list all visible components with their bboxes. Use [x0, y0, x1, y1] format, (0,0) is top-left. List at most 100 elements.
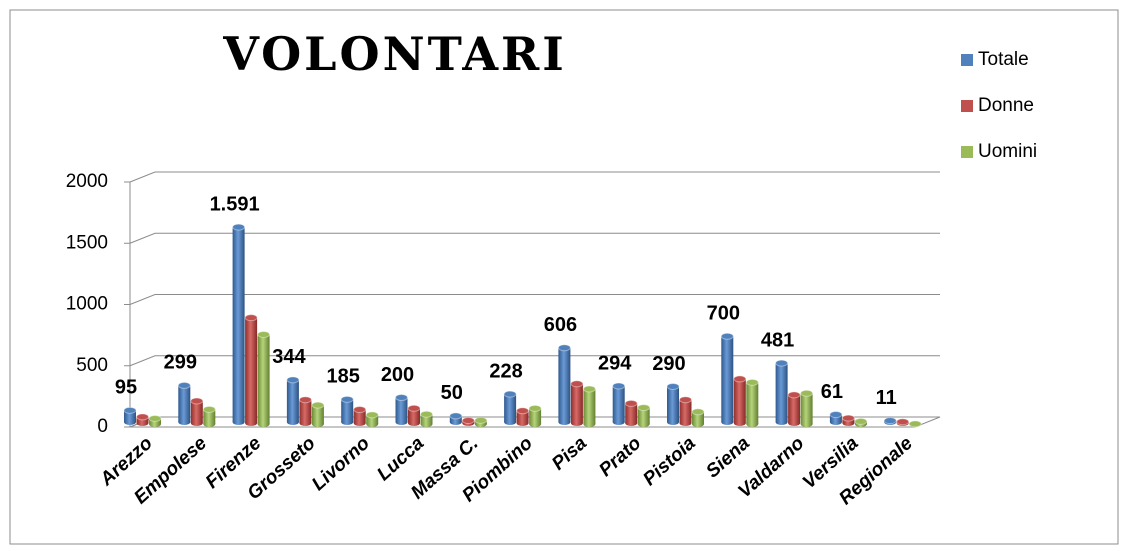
bar-bottom: [420, 421, 433, 427]
bar-top: [516, 407, 530, 415]
legend-swatch: [961, 146, 973, 158]
bar: [679, 399, 692, 423]
bar-top: [461, 417, 475, 425]
legend-label: Uomini: [978, 141, 1037, 162]
bar-top: [570, 380, 584, 388]
bar-bottom: [842, 420, 855, 426]
bar-bottom: [245, 420, 258, 426]
bar-top: [311, 401, 325, 409]
bar: [136, 416, 149, 423]
bar-bottom: [124, 419, 136, 425]
bar-top: [691, 408, 705, 416]
data-label: 228: [489, 360, 522, 382]
bar-top: [908, 420, 922, 428]
bar-top: [474, 416, 488, 424]
bar: [245, 317, 258, 423]
bar-top: [883, 417, 897, 425]
bar: [775, 363, 788, 422]
bar: [286, 379, 299, 422]
grid-line: [129, 171, 940, 183]
bar: [504, 394, 517, 422]
bar-bottom: [746, 421, 759, 427]
bar: [366, 414, 379, 424]
data-label: 481: [761, 329, 794, 351]
bar-bottom: [341, 419, 354, 425]
bar-top: [232, 223, 246, 231]
bar: [232, 227, 245, 422]
bar-top: [190, 397, 204, 405]
bar-bottom: [529, 421, 542, 427]
bar: [570, 383, 583, 423]
grid-line: [129, 294, 940, 305]
legend-swatch: [961, 100, 973, 112]
bar: [612, 385, 625, 422]
data-label: 700: [707, 303, 740, 325]
bar-bottom: [353, 420, 366, 426]
bar: [529, 408, 542, 424]
bar-top: [720, 332, 734, 340]
y-tick-label: 1500: [66, 232, 108, 253]
bar: [558, 347, 571, 422]
bar-top: [829, 411, 843, 419]
data-label: 50: [441, 382, 463, 404]
bar-top: [637, 404, 651, 412]
bar-top: [449, 412, 463, 420]
data-label: 61: [821, 381, 843, 403]
bar: [311, 405, 324, 424]
bar-bottom: [583, 421, 596, 427]
bar-bottom: [667, 419, 679, 425]
bar: [178, 385, 191, 422]
bar-top: [557, 344, 571, 352]
bar: [829, 414, 842, 422]
y-tick-label: 0: [97, 416, 108, 437]
bar: [203, 409, 216, 424]
bar-top: [582, 385, 596, 393]
bar-bottom: [136, 420, 149, 426]
bar: [341, 399, 354, 422]
grid-line: [129, 232, 940, 244]
bar-bottom: [612, 419, 625, 425]
bar-top: [775, 359, 789, 367]
bar-top: [787, 391, 801, 399]
bar-bottom: [366, 421, 379, 427]
bar-top: [612, 382, 626, 390]
bar-bottom: [203, 421, 216, 427]
bar: [408, 408, 420, 423]
bar-bottom: [311, 421, 324, 427]
bar-bottom: [190, 420, 203, 426]
bar-top: [136, 413, 149, 421]
bar-bottom: [625, 420, 638, 426]
data-label: 299: [164, 352, 197, 374]
bar-top: [395, 394, 408, 401]
bar-bottom: [775, 419, 788, 425]
grid-line: [129, 355, 940, 367]
bar-bottom: [637, 421, 650, 427]
bar-bottom: [516, 420, 529, 426]
bar-bottom: [829, 419, 842, 425]
bar-top: [800, 389, 814, 397]
bar: [721, 336, 734, 422]
chart-frame: [9, 9, 1119, 545]
bar-top: [503, 390, 517, 398]
bar-bottom: [286, 419, 299, 425]
bar-top: [340, 395, 354, 403]
bar-top: [244, 314, 258, 322]
data-label: 290: [652, 353, 685, 375]
bar: [746, 382, 759, 424]
bar: [299, 399, 312, 423]
bar-bottom: [800, 421, 813, 427]
bar-bottom: [299, 420, 312, 426]
bar: [625, 403, 638, 423]
bar-top: [841, 414, 855, 422]
y-tick-label: 1000: [66, 294, 108, 315]
bar-bottom: [257, 421, 270, 427]
bar-bottom: [232, 419, 245, 425]
bar-top: [286, 376, 300, 384]
legend-label: Totale: [978, 49, 1029, 70]
bar: [733, 378, 746, 423]
data-label: 11: [876, 387, 897, 409]
bar-bottom: [733, 420, 746, 426]
bar-top: [896, 418, 910, 426]
bar-bottom: [570, 420, 583, 426]
